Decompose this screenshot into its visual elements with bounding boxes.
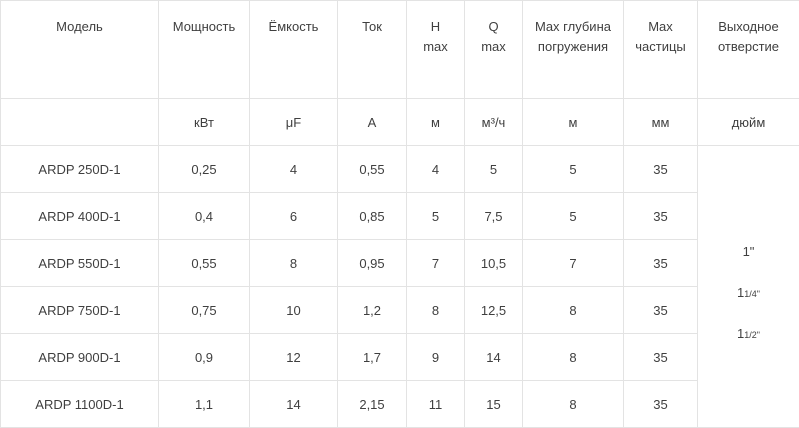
unit-particles: мм — [624, 99, 698, 146]
unit-current: A — [338, 99, 407, 146]
cell-current: 0,85 — [338, 193, 407, 240]
table-row: ARDP 750D-1 0,75 10 1,2 8 12,5 8 35 — [1, 287, 799, 334]
cell-current: 0,55 — [338, 146, 407, 193]
table-row: ARDP 400D-1 0,4 6 0,85 5 7,5 5 35 — [1, 193, 799, 240]
cell-h: 8 — [407, 287, 465, 334]
outlet-size-item: 11/4" — [698, 273, 799, 314]
unit-outlet: дюйм — [698, 99, 799, 146]
cell-h: 9 — [407, 334, 465, 381]
unit-model — [1, 99, 159, 146]
unit-q: м³/ч — [465, 99, 523, 146]
cell-power: 0,25 — [159, 146, 250, 193]
cell-power: 0,75 — [159, 287, 250, 334]
cell-capacity: 12 — [250, 334, 338, 381]
cell-capacity: 14 — [250, 381, 338, 428]
cell-depth: 5 — [523, 146, 624, 193]
cell-particles: 35 — [624, 146, 698, 193]
cell-q: 5 — [465, 146, 523, 193]
table-row: ARDP 550D-1 0,55 8 0,95 7 10,5 7 35 — [1, 240, 799, 287]
cell-model: ARDP 250D-1 — [1, 146, 159, 193]
cell-h: 5 — [407, 193, 465, 240]
cell-depth: 8 — [523, 334, 624, 381]
cell-power: 1,1 — [159, 381, 250, 428]
cell-current: 1,2 — [338, 287, 407, 334]
cell-model: ARDP 550D-1 — [1, 240, 159, 287]
cell-h: 7 — [407, 240, 465, 287]
cell-current: 1,7 — [338, 334, 407, 381]
cell-model: ARDP 400D-1 — [1, 193, 159, 240]
outlet-size-item: 11/2" — [698, 314, 799, 355]
cell-power: 0,4 — [159, 193, 250, 240]
header-capacity: Ёмкость — [250, 1, 338, 99]
outlet-size-item: 1" — [698, 232, 799, 273]
cell-h: 4 — [407, 146, 465, 193]
cell-particles: 35 — [624, 334, 698, 381]
unit-h: м — [407, 99, 465, 146]
cell-h: 11 — [407, 381, 465, 428]
cell-current: 2,15 — [338, 381, 407, 428]
cell-particles: 35 — [624, 287, 698, 334]
cell-model: ARDP 900D-1 — [1, 334, 159, 381]
header-power: Мощность — [159, 1, 250, 99]
header-current: Ток — [338, 1, 407, 99]
cell-q: 10,5 — [465, 240, 523, 287]
cell-capacity: 8 — [250, 240, 338, 287]
cell-outlet-sizes: 1" 11/4" 11/2" — [698, 146, 799, 428]
table-row: ARDP 250D-1 0,25 4 0,55 4 5 5 35 1" 11/4… — [1, 146, 799, 193]
units-row: кВт μF A м м³/ч м мм дюйм — [1, 99, 799, 146]
cell-capacity: 6 — [250, 193, 338, 240]
unit-power: кВт — [159, 99, 250, 146]
cell-q: 14 — [465, 334, 523, 381]
cell-depth: 5 — [523, 193, 624, 240]
cell-power: 0,55 — [159, 240, 250, 287]
cell-particles: 35 — [624, 381, 698, 428]
cell-capacity: 4 — [250, 146, 338, 193]
unit-depth: м — [523, 99, 624, 146]
cell-model: ARDP 750D-1 — [1, 287, 159, 334]
cell-depth: 8 — [523, 381, 624, 428]
cell-particles: 35 — [624, 240, 698, 287]
table-row: ARDP 900D-1 0,9 12 1,7 9 14 8 35 — [1, 334, 799, 381]
header-model: Модель — [1, 1, 159, 99]
table-row: ARDP 1100D-1 1,1 14 2,15 11 15 8 35 — [1, 381, 799, 428]
cell-particles: 35 — [624, 193, 698, 240]
cell-current: 0,95 — [338, 240, 407, 287]
cell-depth: 7 — [523, 240, 624, 287]
cell-depth: 8 — [523, 287, 624, 334]
unit-capacity: μF — [250, 99, 338, 146]
cell-q: 7,5 — [465, 193, 523, 240]
cell-q: 15 — [465, 381, 523, 428]
cell-capacity: 10 — [250, 287, 338, 334]
cell-power: 0,9 — [159, 334, 250, 381]
cell-q: 12,5 — [465, 287, 523, 334]
cell-model: ARDP 1100D-1 — [1, 381, 159, 428]
